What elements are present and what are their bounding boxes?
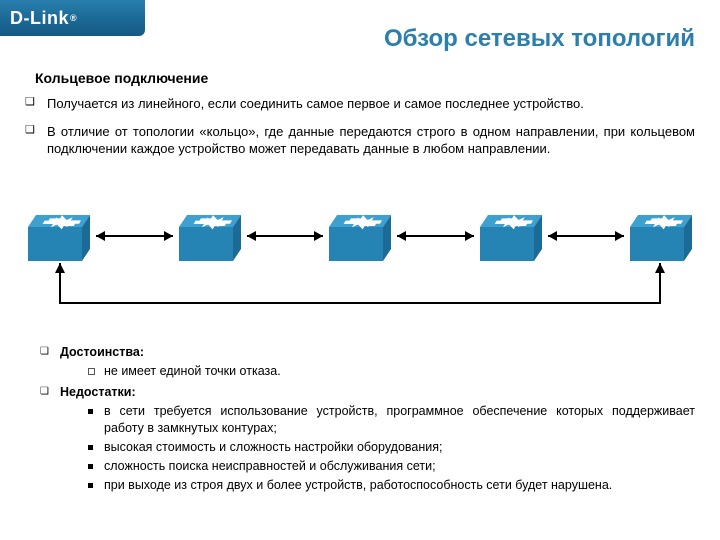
- advantages-heading: Достоинства:: [60, 345, 144, 359]
- advantage-item: не имеет единой точки отказа.: [88, 363, 695, 379]
- advantages-list: не имеет единой точки отказа.: [60, 363, 695, 379]
- link-bidirectional: [247, 235, 324, 237]
- ring-return-path: [58, 263, 662, 313]
- disadvantage-item: высокая стоимость и сложность настройки …: [88, 439, 695, 455]
- brand-logo: D-Link®: [0, 0, 145, 36]
- switch-node: [20, 215, 98, 263]
- pros-cons: Достоинства: не имеет единой точки отказ…: [40, 345, 695, 500]
- disadvantage-item: в сети требуется использование устройств…: [88, 403, 695, 436]
- disadvantage-item: сложность поиска неисправностей и обслуж…: [88, 458, 695, 474]
- switch-node: [321, 215, 399, 263]
- link-bidirectional: [96, 235, 173, 237]
- link-bidirectional: [548, 235, 625, 237]
- switch-node: [472, 215, 550, 263]
- switch-row: [20, 215, 700, 263]
- ring-topology-diagram: [20, 215, 700, 335]
- disadvantages-list: в сети требуется использование устройств…: [60, 403, 695, 493]
- brand-reg: ®: [70, 13, 77, 23]
- disadvantages-heading: Недостатки:: [60, 385, 136, 399]
- section-subtitle: Кольцевое подключение: [35, 70, 208, 86]
- disadvantages-block: Недостатки: в сети требуется использован…: [40, 385, 695, 493]
- advantages-block: Достоинства: не имеет единой точки отказ…: [40, 345, 695, 379]
- switch-node: [622, 215, 700, 263]
- switch-node: [171, 215, 249, 263]
- link-bidirectional: [397, 235, 474, 237]
- intro-item: В отличие от топологии «кольцо», где дан…: [25, 123, 695, 158]
- brand-name: D-Link: [10, 8, 69, 29]
- page-title: Обзор сетевых топологий: [384, 25, 695, 53]
- intro-item: Получается из линейного, если соединить …: [25, 95, 695, 113]
- disadvantage-item: при выходе из строя двух и более устройс…: [88, 477, 695, 493]
- intro-list: Получается из линейного, если соединить …: [25, 95, 695, 168]
